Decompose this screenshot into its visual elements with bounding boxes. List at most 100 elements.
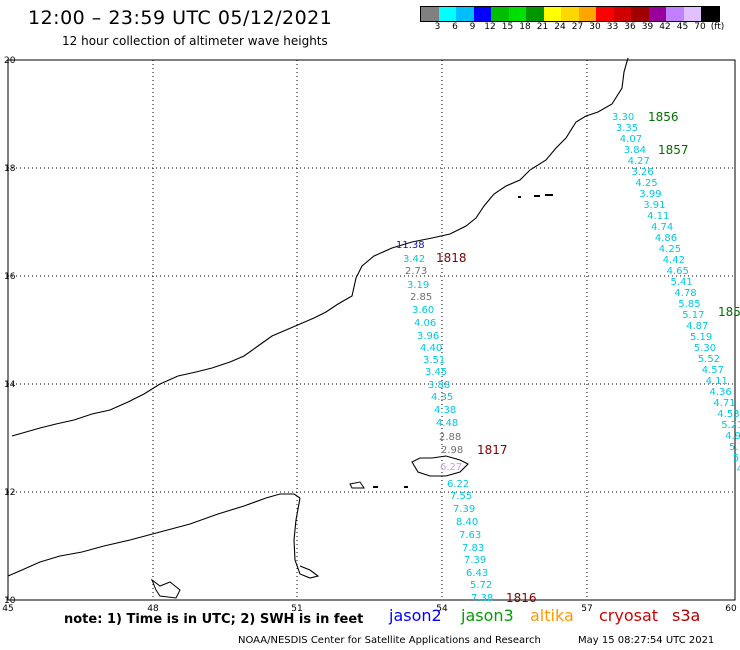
wave-height-value: 4.71 xyxy=(713,398,735,409)
color-legend-labels: 3 6 9 12 15 18 21 24 27 30 33 36 39 42 45 70 (ft) xyxy=(420,22,740,34)
legend-label: 21 xyxy=(536,22,549,32)
map-subtitle: 12 hour collection of altimeter wave hei… xyxy=(62,34,328,48)
wave-height-value: 7.38 xyxy=(471,593,493,604)
legend-swatch xyxy=(526,7,544,21)
legend-label: 39 xyxy=(641,22,654,32)
x-tick-45: 45 xyxy=(2,604,13,614)
wave-height-value: 4.25 xyxy=(635,178,657,189)
wave-height-value: 4.27 xyxy=(628,156,650,167)
legend-label: 30 xyxy=(589,22,601,32)
legend-swatch xyxy=(421,7,439,21)
coastline-somalia xyxy=(293,497,320,579)
time-label-1856: 1856 xyxy=(648,110,679,124)
footnote: note: 1) Time is in UTC; 2) SWH is in fe… xyxy=(64,612,364,627)
wave-height-value: 4.11 xyxy=(647,211,669,222)
y-tick-18: 18 xyxy=(4,164,16,174)
legend-swatch xyxy=(561,7,579,21)
wave-height-value: 3.19 xyxy=(407,280,429,291)
wave-height-value: 7.83 xyxy=(462,543,484,554)
timestamp: May 15 08:27:54 UTC 2021 xyxy=(578,635,715,646)
sat-cryosat: cryosat xyxy=(599,606,659,625)
legend-label: 18 xyxy=(519,22,531,32)
y-tick-14: 14 xyxy=(4,380,16,390)
legend-swatch xyxy=(596,7,614,21)
wave-height-value: 4.07 xyxy=(620,134,642,145)
wave-height-value: 4.78 xyxy=(674,288,696,299)
time-label-1818: 1818 xyxy=(436,251,467,265)
y-axis-labels: 20 18 16 14 12 10 xyxy=(4,56,16,606)
legend-label: 36 xyxy=(624,22,636,32)
legend-label: 3 xyxy=(434,22,441,32)
wave-height-value: 11.38 xyxy=(396,240,425,251)
legend-label: 12 xyxy=(484,22,496,32)
map-frame xyxy=(7,59,736,601)
wave-height-value: 8.40 xyxy=(456,517,478,528)
wave-height-value: 5.30 xyxy=(694,343,716,354)
wave-height-value: 5.85 xyxy=(678,299,700,310)
legend-swatch xyxy=(438,7,456,21)
wave-height-value: 4.87 xyxy=(686,321,708,332)
wave-height-value: 3.60 xyxy=(412,305,434,316)
legend-label: 33 xyxy=(606,22,619,32)
legend-swatch xyxy=(683,7,701,21)
time-label-185x: 185 xyxy=(718,305,740,319)
legend-swatch xyxy=(701,7,719,21)
wave-height-value: 3.84 xyxy=(624,145,646,156)
legend-swatch xyxy=(456,7,474,21)
wave-height-value: 7.39 xyxy=(464,555,486,566)
wave-height-value: 3.42 xyxy=(403,254,425,265)
wave-height-value: 3.51 xyxy=(423,355,445,366)
legend-label: 24 xyxy=(554,22,566,32)
coastline-arabia xyxy=(11,57,629,437)
time-label-1857: 1857 xyxy=(658,143,689,157)
x-tick-54: 54 xyxy=(436,604,448,614)
wave-height-value: 4.25 xyxy=(659,244,681,255)
wave-height-value: 3.91 xyxy=(643,200,665,211)
x-tick-51: 51 xyxy=(291,604,302,614)
wave-height-value: 2.98 xyxy=(441,445,463,456)
sat-jason3: jason3 xyxy=(461,606,514,625)
small-islands xyxy=(150,194,553,599)
wave-height-value: 3.35 xyxy=(616,123,638,134)
x-axis-labels: 45 48 51 54 57 60 xyxy=(2,604,737,614)
legend-label: 9 xyxy=(469,22,476,32)
legend-label: 42 xyxy=(659,22,671,32)
wave-height-value: 5.72 xyxy=(470,580,492,591)
wave-height-value: 3.30 xyxy=(612,112,634,123)
wave-height-value: 4.57 xyxy=(702,365,724,376)
wave-height-value: 5.41 xyxy=(671,277,693,288)
wave-height-value: 5.52 xyxy=(698,354,720,365)
wave-height-value: 4.35 xyxy=(431,392,453,403)
wave-height-value: 4.86 xyxy=(655,233,677,244)
coastline-yemen xyxy=(7,493,301,577)
wave-height-value: 6.27 xyxy=(440,462,462,473)
wave-height-value: 6.22 xyxy=(447,479,469,490)
legend-swatch xyxy=(491,7,509,21)
y-tick-10: 10 xyxy=(4,596,16,606)
wave-height-value: 5.19 xyxy=(690,332,712,343)
wave-height-value: 5.17 xyxy=(682,310,704,321)
legend-swatch xyxy=(666,7,684,21)
legend-label: 70 xyxy=(694,22,706,32)
sat-jason2: jason2 xyxy=(389,606,442,625)
legend-label: 27 xyxy=(571,22,584,32)
wave-height-value: 4.40 xyxy=(420,343,442,354)
x-tick-57: 57 xyxy=(581,604,592,614)
legend-label: 15 xyxy=(501,22,514,32)
legend-swatch xyxy=(631,7,649,21)
wave-height-value: 5.21 xyxy=(721,420,740,431)
wave-height-value: 3.45 xyxy=(425,367,447,378)
time-label-1817: 1817 xyxy=(477,443,508,457)
wave-height-value: 2.73 xyxy=(405,266,427,277)
legend-swatch xyxy=(473,7,491,21)
y-tick-20: 20 xyxy=(4,56,16,66)
wave-height-value: 4.06 xyxy=(414,318,436,329)
wave-height-value: 2.88 xyxy=(439,432,461,443)
wave-height-value: 3.88 xyxy=(428,380,450,391)
x-tick-48: 48 xyxy=(147,604,159,614)
legend-label: (ft) xyxy=(710,22,725,32)
legend-label: 45 xyxy=(676,22,689,32)
legend-label: 6 xyxy=(452,22,458,32)
wave-height-value: 4.9 xyxy=(725,431,740,442)
